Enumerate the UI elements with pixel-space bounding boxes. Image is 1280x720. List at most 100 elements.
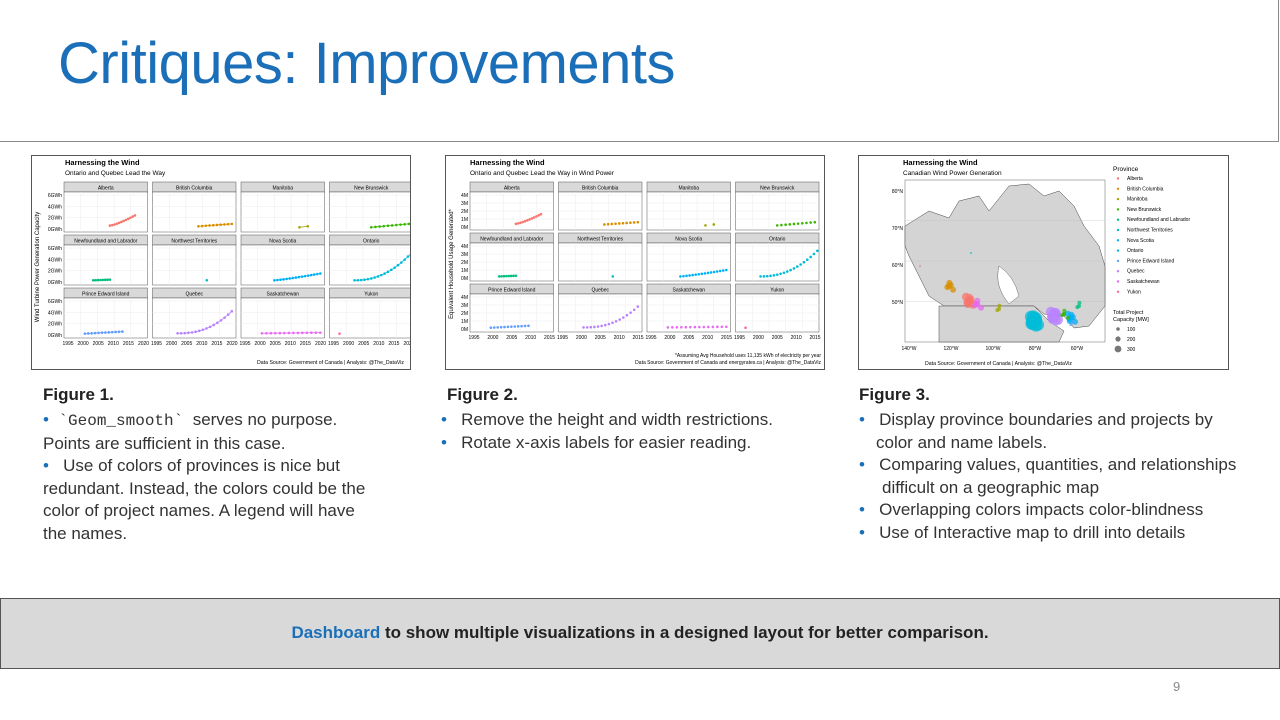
facet-panel bbox=[63, 244, 148, 286]
data-point bbox=[707, 325, 710, 329]
data-point bbox=[514, 222, 518, 226]
facet-panel bbox=[240, 297, 325, 339]
data-point bbox=[374, 225, 377, 229]
figure1-bullet2-line4: the names. bbox=[43, 523, 128, 543]
legend-label: Northwest Territories bbox=[1127, 228, 1173, 234]
data-point bbox=[514, 274, 518, 278]
x-tick-label: 2000 bbox=[664, 335, 675, 341]
figure2-bullet1: Remove the height and width restrictions… bbox=[461, 410, 773, 429]
x-tick-label: 2020 bbox=[403, 341, 410, 347]
size-legend-label: 300 bbox=[1127, 347, 1136, 353]
data-point bbox=[379, 273, 383, 277]
project-bubble bbox=[1071, 323, 1073, 325]
facet-label: Newfoundland and Labrador bbox=[480, 237, 543, 243]
x-tick-label: 2005 bbox=[506, 335, 517, 341]
data-point bbox=[406, 255, 410, 258]
data-point bbox=[784, 223, 787, 226]
facet-panel bbox=[152, 297, 237, 339]
data-point bbox=[606, 222, 610, 226]
legend-label: Manitoba bbox=[1127, 197, 1148, 203]
data-point bbox=[610, 222, 614, 226]
data-point bbox=[187, 331, 190, 335]
data-point bbox=[306, 274, 310, 277]
y-tick-label: 2M bbox=[461, 311, 468, 317]
data-point bbox=[502, 274, 506, 278]
data-point bbox=[208, 325, 212, 329]
data-point bbox=[197, 329, 201, 333]
data-point bbox=[205, 327, 208, 330]
y-tick-label: 3M bbox=[461, 252, 468, 258]
facet-label: Saskatchewan bbox=[672, 288, 705, 294]
facet-panel bbox=[240, 191, 325, 233]
y-tick-label: 0GWh bbox=[48, 280, 62, 286]
x-tick-label: 2005 bbox=[772, 335, 783, 341]
lon-tick-label: 120°W bbox=[943, 346, 958, 352]
data-point bbox=[376, 275, 380, 278]
data-point bbox=[684, 325, 688, 329]
data-point bbox=[288, 277, 292, 280]
facet-label: Ontario bbox=[769, 237, 786, 243]
smooth-line bbox=[274, 273, 321, 281]
data-point bbox=[291, 276, 295, 280]
legend-label: British Columbia bbox=[1127, 186, 1164, 192]
x-tick-label: 2010 bbox=[196, 341, 207, 347]
facet-label: New Brunswick bbox=[354, 186, 389, 192]
data-point bbox=[133, 214, 137, 217]
y-tick-label: 6GWh bbox=[48, 299, 62, 305]
data-point bbox=[113, 223, 116, 226]
data-point bbox=[283, 331, 286, 335]
source-note: Data Source: Government of Canada and en… bbox=[635, 360, 821, 366]
chart-title: Harnessing the Wind bbox=[903, 158, 978, 167]
data-point bbox=[680, 325, 683, 329]
y-tick-label: 0M bbox=[461, 225, 468, 231]
source-note: Data Source: Government of Canada | Anal… bbox=[925, 361, 1072, 367]
legend-label: New Brunswick bbox=[1127, 207, 1162, 213]
data-point bbox=[532, 216, 536, 219]
data-point bbox=[204, 224, 208, 228]
legend-label: Quebec bbox=[1127, 269, 1145, 275]
facet-panel bbox=[329, 191, 410, 233]
data-point bbox=[709, 271, 713, 274]
size-legend-key bbox=[1115, 336, 1121, 342]
data-point bbox=[226, 313, 230, 316]
project-bubble bbox=[950, 286, 957, 293]
y-tick-label: 3M bbox=[461, 201, 468, 207]
figure3-bullet3: Overlapping colors impacts color-blindne… bbox=[879, 500, 1204, 519]
figure3-bullet2-line1: Comparing values, quantities, and relati… bbox=[879, 455, 1237, 474]
data-point bbox=[788, 223, 792, 226]
page-number: 9 bbox=[1173, 679, 1181, 694]
x-tick-label: 2010 bbox=[702, 335, 713, 341]
data-point bbox=[104, 331, 107, 334]
x-tick-label: 2000 bbox=[166, 341, 177, 347]
data-point bbox=[537, 214, 540, 217]
project-bubble bbox=[1077, 300, 1082, 305]
x-tick-label: 2010 bbox=[791, 335, 802, 341]
data-point bbox=[201, 328, 205, 332]
data-point bbox=[338, 332, 341, 335]
legend-key bbox=[1116, 218, 1120, 221]
data-point bbox=[400, 261, 403, 264]
data-point bbox=[230, 309, 234, 313]
figure3-bullet1-line2: color and name labels. bbox=[876, 432, 1048, 452]
bullet-dot: • bbox=[859, 500, 865, 519]
legend-key bbox=[1116, 249, 1120, 252]
data-point bbox=[718, 269, 722, 273]
x-tick-label: 2005 bbox=[93, 341, 104, 347]
summary-box: Dashboard to show multiple visualization… bbox=[0, 598, 1280, 669]
data-point bbox=[600, 324, 603, 328]
x-tick-label: 2010 bbox=[108, 341, 119, 347]
facet-label: Alberta bbox=[98, 186, 114, 192]
facet-panel bbox=[329, 297, 410, 339]
data-point bbox=[298, 226, 301, 229]
legend-label: Newfoundland and Labrador bbox=[1127, 217, 1190, 223]
data-point bbox=[117, 330, 121, 334]
data-point bbox=[698, 325, 701, 329]
data-point bbox=[689, 325, 692, 329]
x-tick-label: 2020 bbox=[226, 341, 237, 347]
data-point bbox=[382, 224, 386, 228]
data-point bbox=[319, 272, 322, 275]
size-legend-label: 200 bbox=[1127, 337, 1136, 343]
legend-key bbox=[1116, 228, 1120, 232]
bullet-dot: • bbox=[441, 432, 447, 452]
y-tick-label: 2M bbox=[461, 260, 468, 266]
